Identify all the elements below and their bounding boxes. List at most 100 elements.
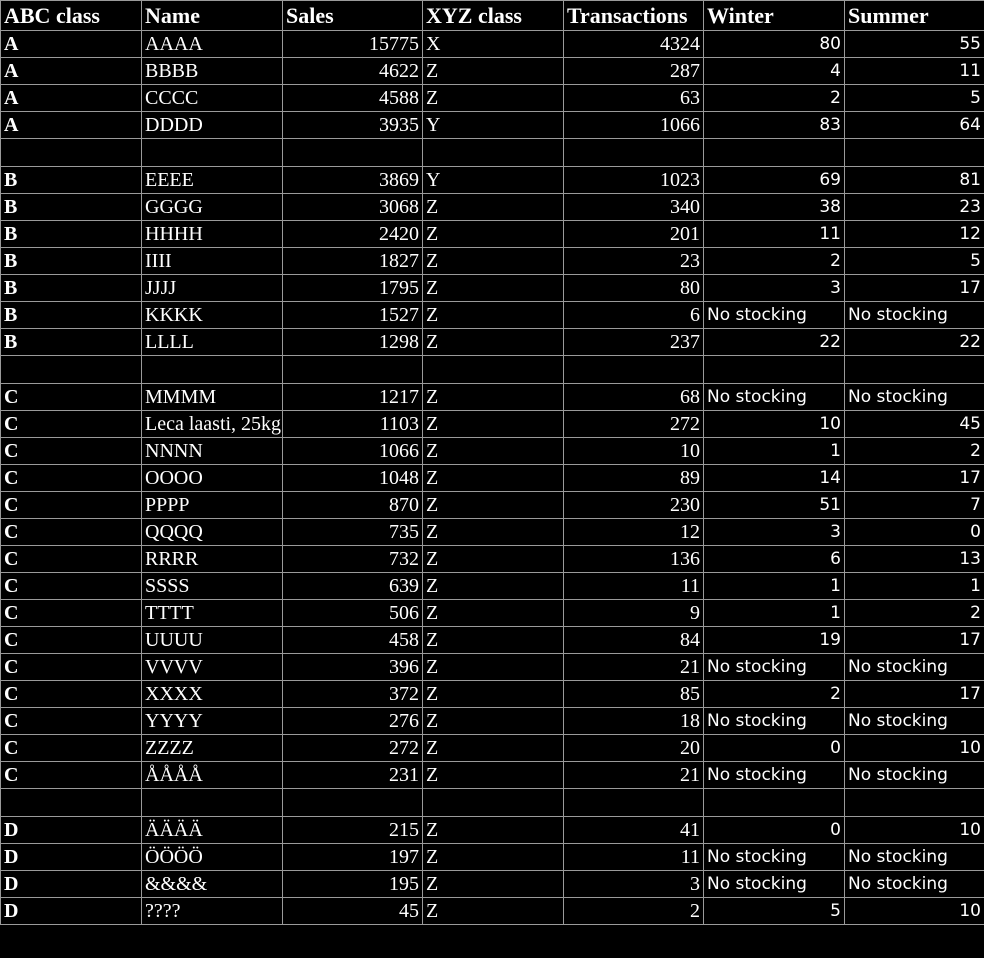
cell-name: CCCC (141, 84, 283, 112)
cell-name: EEEE (141, 166, 283, 194)
cell-xyz-class: Z (422, 220, 564, 248)
cell-summer: 10 (844, 816, 984, 844)
cell-abc-class: D (0, 870, 142, 898)
cell-summer: 11 (844, 57, 984, 85)
cell-abc-class: D (0, 816, 142, 844)
header-winter: Winter (703, 0, 845, 31)
cell-transactions: 287 (563, 57, 704, 85)
cell-abc-class: C (0, 491, 142, 519)
cell-name: KKKK (141, 301, 283, 329)
table-row: C RRRR 732 Z 136 6 13 (0, 545, 984, 573)
cell-xyz-class: Z (422, 843, 564, 871)
cell-name: Leca laasti, 25kg (141, 410, 283, 438)
header-abc-class: ABC class (0, 0, 142, 31)
cell-abc-class: C (0, 707, 142, 735)
cell-sales: 458 (282, 626, 423, 654)
cell-winter: 6 (703, 545, 845, 573)
cell-transactions: 6 (563, 301, 704, 329)
table-row: C VVVV 396 Z 21 No stocking No stocking (0, 653, 984, 681)
cell-sales: 2420 (282, 220, 423, 248)
cell-transactions: 272 (563, 410, 704, 438)
cell-abc-class: C (0, 464, 142, 492)
cell-winter: 11 (703, 220, 845, 248)
cell-abc-class (0, 788, 142, 817)
header-summer: Summer (844, 0, 984, 31)
cell-name: VVVV (141, 653, 283, 681)
table-row: C UUUU 458 Z 84 19 17 (0, 626, 984, 654)
cell-transactions: 11 (563, 572, 704, 600)
cell-name: PPPP (141, 491, 283, 519)
cell-xyz-class: Z (422, 870, 564, 898)
cell-summer: 17 (844, 274, 984, 302)
cell-sales: 1217 (282, 383, 423, 411)
cell-transactions: 18 (563, 707, 704, 735)
cell-abc-class: D (0, 897, 142, 925)
table-row: C TTTT 506 Z 9 1 2 (0, 599, 984, 627)
cell-xyz-class (422, 138, 564, 167)
cell-xyz-class: Z (422, 680, 564, 708)
cell-transactions: 136 (563, 545, 704, 573)
table-row: C XXXX 372 Z 85 2 17 (0, 680, 984, 708)
cell-winter: No stocking (703, 383, 845, 411)
cell-xyz-class: Z (422, 816, 564, 844)
header-name: Name (141, 0, 283, 31)
cell-abc-class: B (0, 220, 142, 248)
cell-xyz-class: Z (422, 491, 564, 519)
cell-summer: 81 (844, 166, 984, 194)
cell-xyz-class: Z (422, 274, 564, 302)
cell-abc-class: C (0, 572, 142, 600)
cell-winter: 0 (703, 816, 845, 844)
cell-xyz-class: Z (422, 464, 564, 492)
cell-winter: 0 (703, 734, 845, 762)
table-row: C ÅÅÅÅ 231 Z 21 No stocking No stocking (0, 761, 984, 789)
cell-xyz-class: Z (422, 301, 564, 329)
cell-sales: 372 (282, 680, 423, 708)
cell-xyz-class: Y (422, 166, 564, 194)
cell-winter: 22 (703, 328, 845, 356)
cell-winter: No stocking (703, 843, 845, 871)
cell-sales (282, 138, 423, 167)
cell-sales: 1827 (282, 247, 423, 275)
cell-summer: 5 (844, 247, 984, 275)
table-row: C YYYY 276 Z 18 No stocking No stocking (0, 707, 984, 735)
table-row: D ÖÖÖÖ 197 Z 11 No stocking No stocking (0, 843, 984, 871)
cell-abc-class: C (0, 410, 142, 438)
cell-name: ???? (141, 897, 283, 925)
header-row: ABC class Name Sales XYZ class Transacti… (0, 0, 984, 31)
cell-winter (703, 138, 845, 167)
cell-sales: 45 (282, 897, 423, 925)
cell-xyz-class (422, 355, 564, 384)
cell-abc-class: A (0, 111, 142, 139)
cell-abc-class: C (0, 599, 142, 627)
cell-winter: 14 (703, 464, 845, 492)
cell-transactions: 84 (563, 626, 704, 654)
cell-xyz-class: Z (422, 383, 564, 411)
cell-abc-class: B (0, 166, 142, 194)
cell-sales: 272 (282, 734, 423, 762)
cell-summer: 17 (844, 626, 984, 654)
cell-abc-class: B (0, 247, 142, 275)
cell-name: ÄÄÄÄ (141, 816, 283, 844)
table-row: C PPPP 870 Z 230 51 7 (0, 491, 984, 519)
cell-xyz-class: Z (422, 653, 564, 681)
cell-transactions: 4324 (563, 30, 704, 58)
cell-xyz-class: Z (422, 626, 564, 654)
cell-summer: 55 (844, 30, 984, 58)
cell-summer: No stocking (844, 653, 984, 681)
cell-winter: 1 (703, 437, 845, 465)
table-row: C ZZZZ 272 Z 20 0 10 (0, 734, 984, 762)
cell-winter: 38 (703, 193, 845, 221)
cell-abc-class (0, 355, 142, 384)
cell-winter: 2 (703, 84, 845, 112)
cell-xyz-class: Z (422, 410, 564, 438)
table-row: A AAAA 15775 X 4324 80 55 (0, 30, 984, 58)
table-row: B EEEE 3869 Y 1023 69 81 (0, 166, 984, 194)
cell-sales: 1103 (282, 410, 423, 438)
cell-name: TTTT (141, 599, 283, 627)
cell-xyz-class: Z (422, 247, 564, 275)
table-row: B LLLL 1298 Z 237 22 22 (0, 328, 984, 356)
cell-transactions: 1066 (563, 111, 704, 139)
cell-transactions: 20 (563, 734, 704, 762)
cell-abc-class: C (0, 734, 142, 762)
cell-summer: 10 (844, 897, 984, 925)
